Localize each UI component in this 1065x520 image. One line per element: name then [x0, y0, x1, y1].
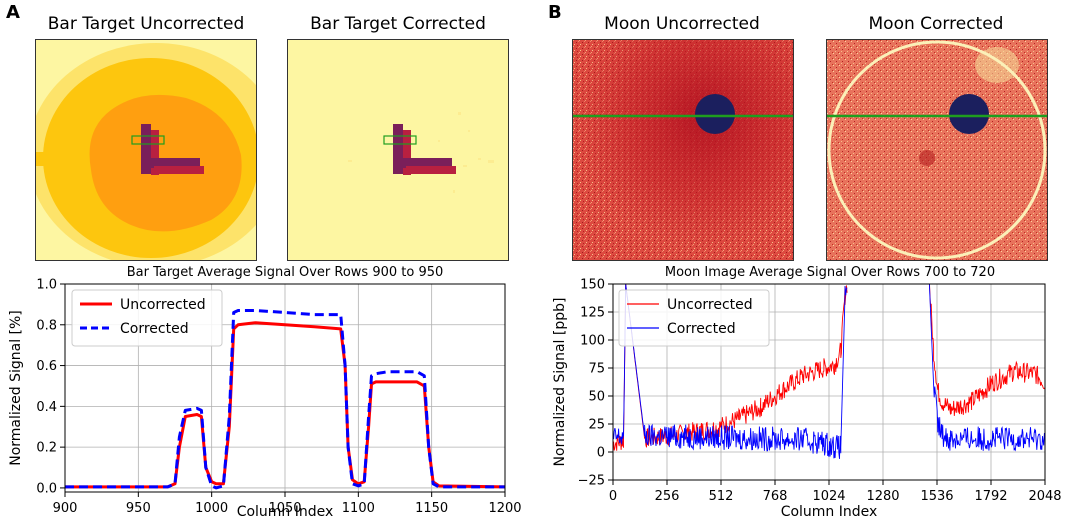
bar-corrected-image — [287, 39, 509, 261]
roi-box — [383, 135, 417, 145]
y-axis-label: Normalized Signal [ppb] — [552, 298, 568, 467]
y-tick-label: 0.8 — [36, 318, 57, 333]
x-tick-label: 768 — [763, 489, 788, 504]
y-tick-label: 0.0 — [36, 481, 57, 496]
y-tick-label: 0.6 — [36, 359, 57, 374]
bar-target-shape — [141, 124, 204, 175]
legend-label-uncorrected: Uncorrected — [120, 297, 206, 313]
legend: Uncorrected Corrected — [71, 289, 223, 347]
y-tick-label: 0.2 — [36, 441, 57, 456]
moon-uncorrected-title: Moon Uncorrected — [604, 14, 760, 34]
x-tick-label: 1000 — [195, 501, 228, 516]
x-tick-label: 1150 — [415, 501, 448, 516]
moon-corrected-title: Moon Corrected — [868, 14, 1004, 34]
series-line-corrected — [65, 309, 505, 490]
series-line-corrected — [613, 284, 1045, 459]
y-tick-label: 1.0 — [36, 278, 57, 293]
chart-title: Bar Target Average Signal Over Rows 900 … — [127, 265, 444, 280]
y-tick-label: −25 — [578, 474, 605, 489]
y-tick-label: 0 — [597, 446, 605, 461]
bar-target-signal-chart: Bar Target Average Signal Over Rows 900 … — [8, 265, 522, 520]
y-tick-label: 125 — [580, 306, 605, 321]
panel-letter-a: A — [6, 2, 20, 23]
series-line-uncorrected — [65, 321, 505, 489]
x-tick-label: 1536 — [920, 489, 953, 504]
legend: Uncorrected Corrected — [618, 289, 770, 347]
bar-uncorrected-image — [35, 39, 257, 261]
y-tick-label: 50 — [588, 390, 605, 405]
x-tick-label: 512 — [709, 489, 734, 504]
x-tick-label: 1024 — [812, 489, 845, 504]
panel-letter-b: B — [548, 2, 562, 23]
y-tick-label: 150 — [580, 278, 605, 293]
moon-signal-chart: Moon Image Average Signal Over Rows 700 … — [552, 265, 1062, 520]
x-tick-label: 1200 — [488, 501, 521, 516]
x-tick-label: 900 — [53, 501, 78, 516]
series-line-uncorrected — [613, 284, 1045, 451]
x-tick-label: 950 — [126, 501, 151, 516]
bar-corrected-title: Bar Target Corrected — [310, 14, 486, 34]
x-axis-label: Column Index — [781, 504, 878, 520]
x-tick-label: 256 — [655, 489, 680, 504]
legend-label-corrected: Corrected — [667, 321, 736, 337]
y-tick-label: 75 — [588, 362, 605, 377]
x-tick-label: 1280 — [866, 489, 899, 504]
x-tick-label: 2048 — [1028, 489, 1061, 504]
roi-box — [131, 135, 165, 145]
bar-uncorrected-title: Bar Target Uncorrected — [47, 14, 245, 34]
y-tick-label: 0.4 — [36, 400, 57, 415]
y-tick-label: 100 — [580, 334, 605, 349]
legend-label-uncorrected: Uncorrected — [667, 297, 753, 313]
x-tick-label: 1050 — [268, 501, 301, 516]
bar-target-shape — [393, 124, 456, 175]
moon-corrected-image — [826, 39, 1048, 261]
x-tick-label: 1100 — [342, 501, 375, 516]
legend-label-corrected: Corrected — [120, 321, 189, 337]
x-axis-label: Column Index — [237, 504, 334, 520]
y-tick-label: 25 — [588, 418, 605, 433]
x-tick-label: 0 — [609, 489, 617, 504]
chart-title: Moon Image Average Signal Over Rows 700 … — [665, 265, 995, 280]
x-tick-label: 1792 — [974, 489, 1007, 504]
y-axis-label: Normalized Signal [%] — [8, 310, 24, 466]
moon-uncorrected-image — [572, 39, 794, 261]
